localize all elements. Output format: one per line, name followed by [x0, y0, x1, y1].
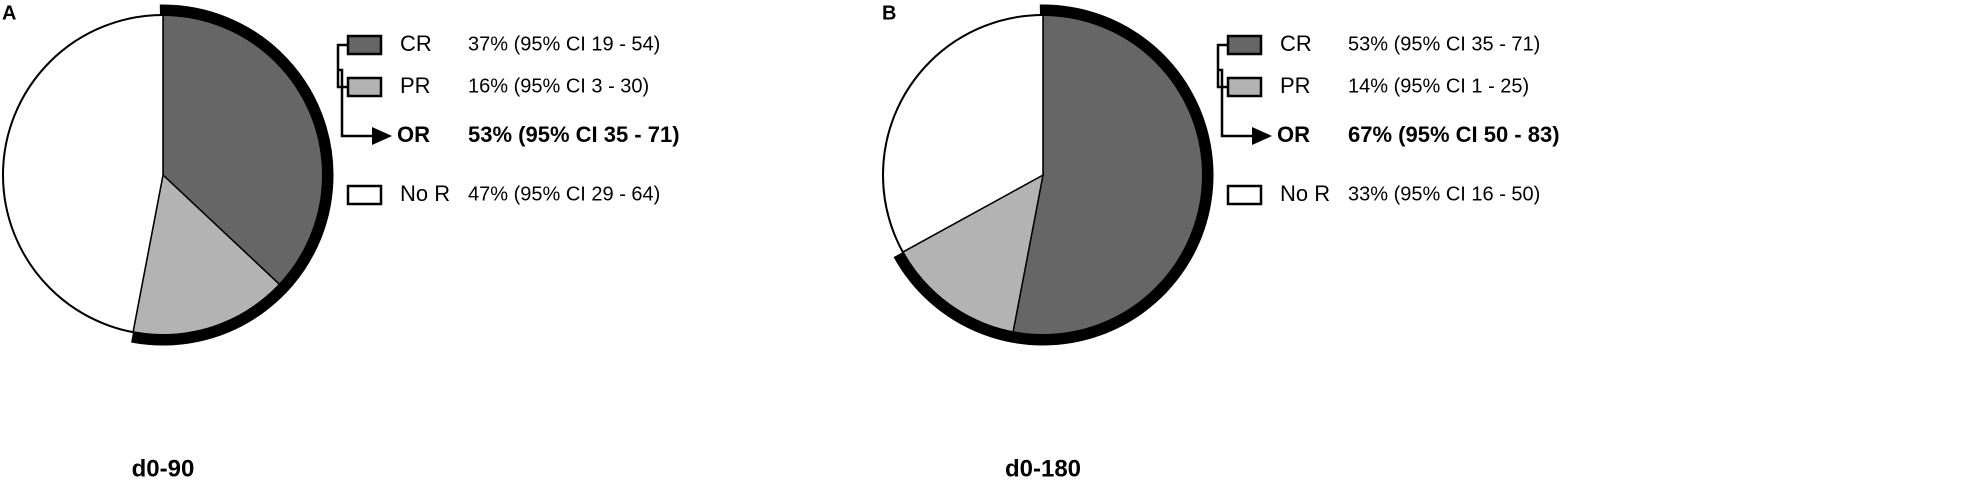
value-label: 47% (95% CI 29 - 64): [468, 183, 660, 205]
legend-swatch: [346, 76, 383, 98]
combined-arc: [893, 4, 1214, 346]
combined-label: OR: [1277, 122, 1310, 147]
legend-label: No R: [400, 181, 450, 206]
legend-swatch: [346, 34, 383, 56]
value-label: 14% (95% CI 1 - 25): [1348, 75, 1529, 97]
legend-swatch: [1226, 34, 1263, 56]
pie-slice: [2, 14, 164, 334]
legend-label: CR: [1280, 31, 1312, 56]
combined-label: OR: [397, 122, 430, 147]
pie-outline: [882, 14, 1204, 336]
chart-title: d0-90: [132, 455, 195, 482]
arrow-head: [1252, 127, 1272, 145]
chart-title: d0-180: [1005, 455, 1081, 482]
legend-swatch: [1226, 184, 1263, 206]
panel-label: B: [882, 2, 896, 24]
legend-label: CR: [400, 31, 432, 56]
legend-swatch: [1226, 76, 1263, 98]
legend-swatch: [346, 184, 383, 206]
arrow-head: [372, 127, 392, 145]
combined-arc: [131, 4, 334, 346]
value-label: 16% (95% CI 3 - 30): [468, 75, 649, 97]
bracket: [336, 43, 374, 138]
value-label: 53% (95% CI 35 - 71): [1348, 33, 1540, 55]
value-label: 33% (95% CI 16 - 50): [1348, 183, 1540, 205]
panel-label: A: [2, 2, 16, 24]
combined-value-label: 53% (95% CI 35 - 71): [468, 122, 680, 147]
legend-label: No R: [1280, 181, 1330, 206]
combined-value-label: 67% (95% CI 50 - 83): [1348, 122, 1560, 147]
value-label: 37% (95% CI 19 - 54): [468, 33, 660, 55]
bracket: [1216, 43, 1254, 138]
legend-label: PR: [400, 73, 431, 98]
legend-label: PR: [1280, 73, 1311, 98]
pie-outline: [2, 14, 324, 336]
